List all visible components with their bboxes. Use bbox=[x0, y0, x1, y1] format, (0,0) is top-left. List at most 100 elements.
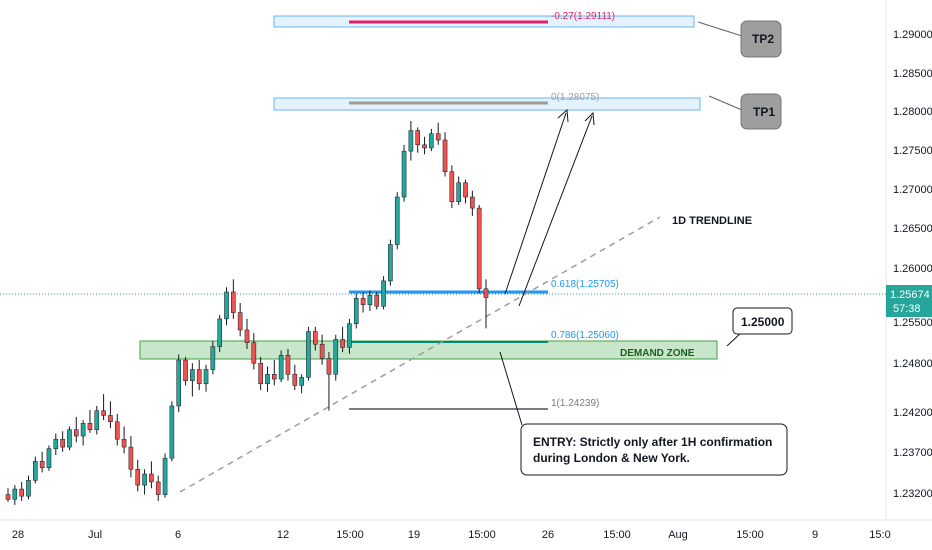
candle-down bbox=[435, 133, 441, 141]
candle-down bbox=[155, 481, 161, 495]
time-tick-label: 26 bbox=[542, 529, 554, 541]
fib-label-1: 1(1.24239) bbox=[551, 398, 599, 409]
candle-down bbox=[258, 362, 263, 385]
candle-down bbox=[449, 171, 455, 203]
time-tick-label: 12 bbox=[277, 529, 289, 541]
candle-down bbox=[340, 339, 345, 348]
fib-label-0618: 0.618(1.25705) bbox=[551, 279, 619, 290]
candle-up bbox=[278, 355, 284, 380]
candle-down bbox=[483, 288, 489, 298]
candle-down bbox=[19, 488, 24, 497]
candle-down bbox=[422, 144, 427, 149]
candle-down bbox=[39, 461, 45, 468]
candle-up bbox=[401, 150, 407, 198]
level-callout-text: 1.25000 bbox=[741, 315, 785, 329]
candle-down bbox=[108, 415, 113, 423]
price-tick-label: 1.29000 bbox=[893, 29, 932, 41]
candle-down bbox=[319, 343, 325, 359]
entry-callout-line1: ENTRY: Strictly only after 1H confirmati… bbox=[533, 435, 772, 449]
candle-down bbox=[415, 130, 421, 146]
time-axis[interactable]: 28 Jul 6 12 15:00 19 15:00 26 15:00 Aug 15:00 9 15:0 bbox=[12, 529, 891, 541]
price-tick-label: 1.28000 bbox=[893, 106, 932, 118]
time-tick-label: Aug bbox=[668, 529, 688, 541]
time-tick-label: 9 bbox=[812, 529, 818, 541]
candle-up bbox=[367, 294, 373, 305]
price-tick-label: 1.27500 bbox=[893, 145, 932, 157]
time-tick-label: 15:00 bbox=[336, 529, 364, 541]
tp1-callout[interactable] bbox=[740, 93, 782, 130]
candle-down bbox=[121, 438, 127, 448]
level-callout-box[interactable] bbox=[732, 307, 793, 335]
candle-up bbox=[67, 429, 72, 448]
candle-up bbox=[26, 480, 31, 497]
candle-up bbox=[347, 323, 352, 348]
candle-down bbox=[476, 207, 482, 290]
candle-up bbox=[46, 448, 52, 468]
demand-zone-label: DEMAND ZONE bbox=[620, 348, 695, 359]
candle-up bbox=[306, 331, 311, 378]
candle-up bbox=[12, 488, 18, 500]
candle-down bbox=[326, 358, 332, 375]
price-tick-label: 1.24800 bbox=[893, 358, 932, 370]
trendline-1d[interactable] bbox=[179, 216, 661, 493]
time-tick-label: 28 bbox=[12, 529, 24, 541]
candle-down bbox=[183, 359, 188, 381]
arrow-head-2 bbox=[584, 111, 595, 126]
time-tick-label: 15:0 bbox=[869, 529, 890, 541]
candle-down bbox=[442, 139, 448, 172]
trendline-label: 1D TRENDLINE bbox=[672, 215, 752, 227]
candle-up bbox=[210, 346, 216, 370]
candle-down bbox=[251, 342, 257, 364]
fib-label-0786: 0.786(1.25060) bbox=[551, 330, 619, 341]
arrow-head-1 bbox=[557, 108, 569, 123]
price-tick-label: 1.23200 bbox=[893, 488, 932, 500]
countdown-value: 57:38 bbox=[893, 303, 921, 315]
price-tick-label: 1.26000 bbox=[893, 263, 932, 275]
candle-down bbox=[360, 298, 366, 305]
entry-callout-line2: during London & New York. bbox=[533, 451, 690, 465]
candle-up bbox=[388, 244, 393, 282]
candle-down bbox=[149, 473, 154, 483]
time-tick-label: 6 bbox=[175, 529, 181, 541]
projection-arrow-1 bbox=[504, 112, 567, 295]
time-tick-label: 15:00 bbox=[603, 529, 631, 541]
time-tick-label: 19 bbox=[408, 529, 420, 541]
candle-up bbox=[224, 291, 229, 320]
tp2-callout-pointer bbox=[697, 21, 743, 37]
candle-down bbox=[114, 421, 120, 440]
price-tick-label: 1.24200 bbox=[893, 407, 932, 419]
tp1-label: TP1 bbox=[753, 105, 775, 119]
candle-down bbox=[60, 438, 65, 448]
candle-up bbox=[94, 410, 100, 430]
candle-up bbox=[176, 359, 182, 407]
entry-callout-box[interactable] bbox=[520, 423, 788, 476]
price-axis[interactable]: 1.29000 1.28500 1.28000 1.27500 1.27000 1.265… bbox=[893, 29, 932, 500]
tp2-callout[interactable] bbox=[740, 20, 782, 58]
candle-down bbox=[231, 291, 236, 313]
candle-down bbox=[135, 469, 141, 486]
candle-up bbox=[169, 405, 175, 459]
candle-up bbox=[353, 298, 359, 324]
price-tick-label: 1.28500 bbox=[893, 68, 932, 80]
current-price-badge bbox=[886, 285, 932, 317]
candle-up bbox=[456, 182, 461, 203]
time-tick-label: 15:00 bbox=[468, 529, 496, 541]
candle-down bbox=[101, 410, 106, 416]
candle-down bbox=[5, 494, 11, 500]
candle-up bbox=[299, 377, 304, 386]
price-tick-label: 1.25500 bbox=[893, 317, 932, 329]
candle-up bbox=[33, 461, 38, 481]
candle-down bbox=[87, 423, 93, 430]
fib-label-neg027: -0.27(1.29111) bbox=[551, 11, 615, 22]
candle-down bbox=[73, 429, 79, 437]
candle-up bbox=[53, 438, 59, 449]
price-tick-label: 1.23700 bbox=[893, 447, 932, 459]
candle-down bbox=[128, 446, 134, 470]
candle-down bbox=[285, 355, 291, 375]
candle-up bbox=[429, 133, 434, 149]
candle-up bbox=[142, 473, 147, 486]
time-tick-label: Jul bbox=[88, 529, 102, 541]
candle-down bbox=[374, 294, 380, 307]
